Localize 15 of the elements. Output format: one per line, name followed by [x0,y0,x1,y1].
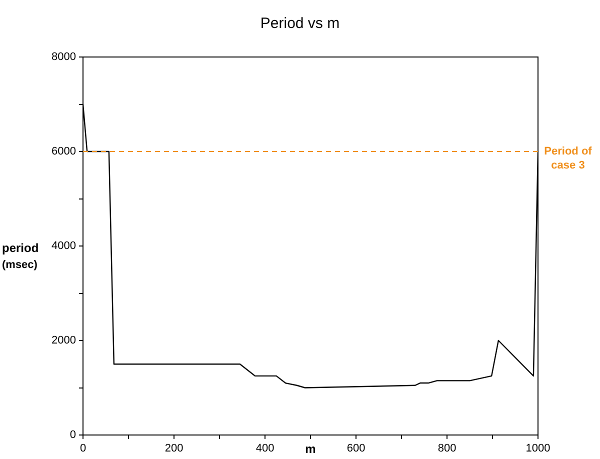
y-tick-label: 4000 [52,240,76,252]
ref-line-label: Period of case 3 [544,146,592,172]
x-tick-label: 600 [346,442,366,455]
y-axis-title: period (msec) [2,241,39,271]
y-tick-label: 0 [70,429,76,442]
x-tick-label: 0 [80,442,86,455]
chart-title: Period vs m [260,15,340,32]
x-tick-label: 200 [164,442,184,455]
x-tick-label: 800 [438,442,456,455]
x-axis-title: m [305,442,316,456]
y-tick-label: 6000 [52,146,76,158]
y-tick-label: 8000 [52,51,76,64]
y-tick-label: 2000 [52,334,76,347]
x-tick-label: 400 [256,442,274,455]
x-tick-label: 1000 [526,442,550,455]
